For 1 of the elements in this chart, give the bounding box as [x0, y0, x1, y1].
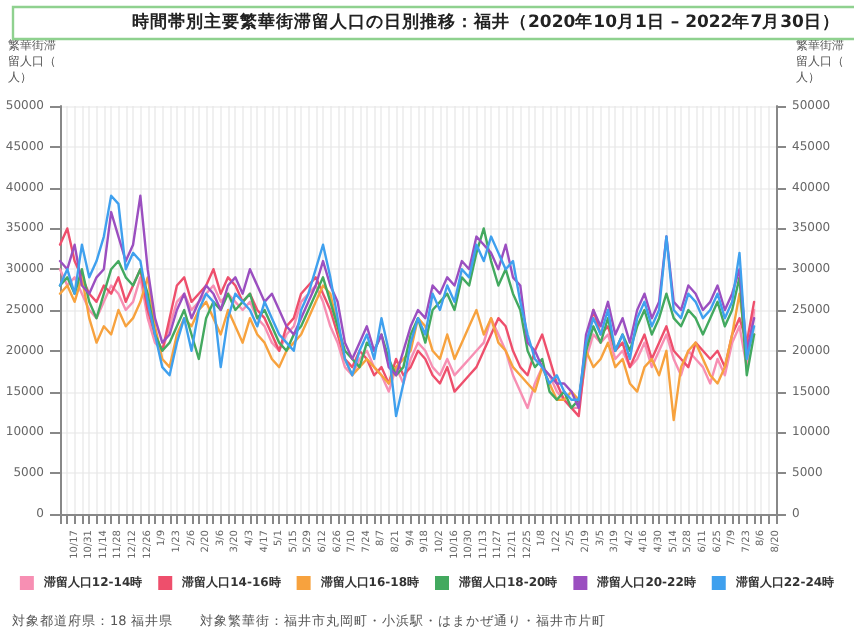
chart-title: 時間帯別主要繁華街滞留人口の日別推移：福井（2020年10月1日 – 2022年7月30日）	[132, 11, 840, 33]
